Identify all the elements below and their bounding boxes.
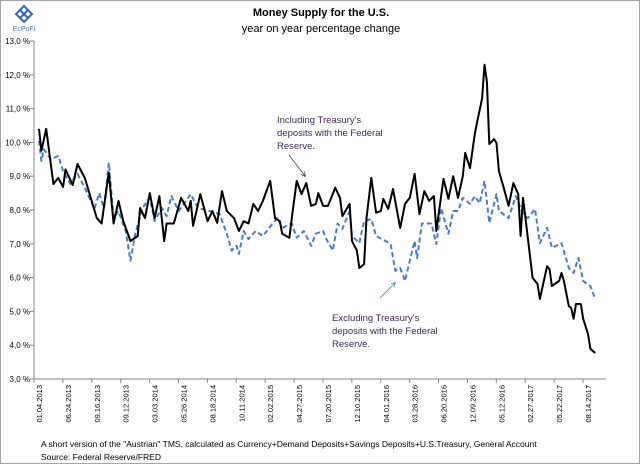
- series-line-excluding-treasury: [38, 140, 597, 300]
- x-tick-label: 04.01.2016: [382, 385, 391, 423]
- x-tick-label: 06.24.2013: [64, 385, 73, 423]
- logo-icon: [14, 4, 34, 24]
- x-tick-label: 04.27.2015: [295, 385, 304, 423]
- logo-text: EcPoFi: [12, 26, 36, 33]
- x-tick-label: 12.10.2015: [353, 385, 362, 423]
- y-tick-label: 13,0 %: [5, 37, 30, 46]
- annotation-excluding: Excluding Treasury's deposits with the F…: [332, 312, 438, 351]
- annotation-line: deposits with the Federal: [332, 326, 438, 337]
- annotation-arrow-excluding: [379, 283, 395, 299]
- annotation-line: Including Treasury's: [277, 115, 362, 126]
- y-tick-label: 4,0 %: [10, 341, 30, 350]
- y-tick-label: 3,0 %: [10, 375, 30, 384]
- y-tick-label: 8,0 %: [10, 206, 30, 215]
- chart-title: Money Supply for the U.S.: [252, 7, 390, 19]
- x-tick-label: 05.22.2017: [555, 385, 564, 423]
- x-tick-label: 09.16.2013: [93, 385, 102, 423]
- chart-subtitle: year on year percentage change: [241, 23, 401, 35]
- x-tick-label: 08.18.2014: [208, 385, 217, 423]
- x-tick-label: 03.28.2016: [411, 385, 420, 423]
- y-tick-label: 7,0 %: [10, 240, 30, 249]
- x-tick-label: 10.11.2014: [237, 385, 246, 422]
- x-tick-label: 08.14.2017: [584, 385, 593, 423]
- y-tick-label: 5,0 %: [10, 307, 30, 316]
- series-line-including-treasury: [38, 63, 596, 354]
- x-tick-label: 07.20.2015: [324, 385, 333, 423]
- logo: EcPoFi: [10, 4, 38, 33]
- y-tick-label: 11,0 %: [6, 105, 30, 114]
- x-tick-label: 03.03.2014: [151, 385, 160, 423]
- x-tick-label: 05.26.2014: [179, 385, 188, 423]
- x-tick-label: 05.12.2016: [497, 385, 506, 423]
- annotation-arrow-including: [288, 154, 305, 176]
- x-tick-label: 06.20.2016: [440, 385, 449, 423]
- annotation-line: Reserve.: [277, 141, 316, 152]
- y-tick-label: 9,0 %: [10, 172, 30, 181]
- y-tick-label: 12,0 %: [5, 71, 30, 80]
- y-tick-label: 10,0 %: [5, 138, 30, 147]
- x-tick-label: 02.02.2015: [266, 385, 275, 423]
- footnote-source: Source: Federal Reserve/FRED: [41, 452, 161, 462]
- x-tick-label: 09.12.2013: [122, 385, 131, 423]
- x-tick-label: 02.27.2017: [526, 385, 535, 423]
- x-tick-label: 12.09.2016: [468, 385, 477, 423]
- footnote-description: A short version of the "Austrian" TMS, c…: [41, 439, 537, 449]
- annotation-line: Reserve.: [332, 339, 371, 350]
- x-tick-label: 01.04.2013: [35, 385, 44, 423]
- annotation-including: Including Treasury's deposits with the F…: [277, 114, 383, 153]
- y-tick-label: 6,0 %: [10, 274, 30, 283]
- annotation-line: deposits with the Federal: [277, 128, 383, 139]
- annotation-line: Excluding Treasury's: [332, 313, 420, 324]
